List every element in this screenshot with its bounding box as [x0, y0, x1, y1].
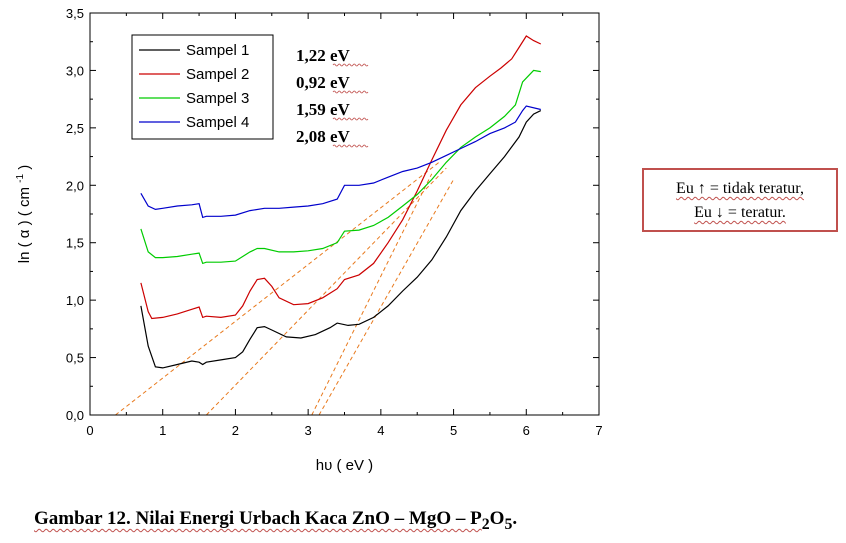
spellcheck-underline: [332, 144, 369, 148]
y-tick-label: 2,0: [66, 178, 84, 193]
fit-line-2: [205, 167, 447, 416]
series-line-sampel-1: [140, 110, 542, 369]
energy-label-sampel-3: 1,59 eV: [296, 100, 351, 119]
urbach-energy-chart: 0 1 2 3 4 5 6 7 0,0 0,5 1,0 1,5 2,0 2,5 3,0 3,5 hυ ( eV …: [15, 6, 603, 474]
series-line-sampel-3: [140, 69, 541, 265]
urbach-energy-note: Eu ↑ = tidak teratur, Eu ↓ = teratur.: [642, 168, 838, 232]
x-tick-label: 6: [523, 423, 530, 438]
legend-label-sampel-1: Sampel 1: [186, 42, 249, 59]
spellcheck-underline: [332, 117, 369, 121]
y-tick-label: 2,5: [66, 121, 84, 136]
energy-label-sampel-4: 2,08 eV: [296, 127, 351, 146]
series-line-sampel-4: [140, 105, 541, 219]
x-tick-label: 1: [159, 423, 166, 438]
figure-caption: Gambar 12. Nilai Energi Urbach Kaca ZnO …: [34, 508, 517, 534]
x-tick-label: 3: [305, 423, 312, 438]
y-tick-label: 0,5: [66, 351, 84, 366]
fit-lines: [115, 161, 455, 416]
x-tick-label: 4: [377, 423, 384, 438]
caption-sub-2: 5: [504, 515, 513, 533]
x-tick-label: 7: [595, 423, 602, 438]
x-tick-label: 5: [450, 423, 457, 438]
caption-mid: O: [489, 508, 505, 529]
axes: 0 1 2 3 4 5 6 7 0,0 0,5 1,0 1,5 2,0 2,5 3,0 3,5 hυ ( eV …: [15, 6, 603, 474]
y-tick-label: 3,5: [66, 6, 84, 21]
fit-line-4: [318, 179, 455, 416]
legend: Sampel 1 Sampel 2 Sampel 3 Sampel 4: [131, 34, 274, 140]
legend-label-sampel-2: Sampel 2: [186, 66, 249, 83]
y-axis-title: ln ( α ) ( cm -1 ): [15, 165, 33, 263]
series-lines: [140, 35, 542, 369]
spellcheck-underline: [332, 63, 369, 67]
y-tick-label: 0,0: [66, 408, 84, 423]
x-tick-label: 2: [232, 423, 239, 438]
energy-label-sampel-2: 0,92 eV: [296, 73, 351, 92]
x-axis-title: hυ ( eV ): [316, 457, 373, 474]
note-line-2: Eu ↓ = teratur.: [694, 204, 786, 221]
x-tick-label: 0: [86, 423, 93, 438]
energy-labels: 1,22 eV 0,92 eV 1,59 eV 2,08 eV: [296, 46, 369, 148]
y-tick-label: 1,5: [66, 236, 84, 251]
fit-line-1: [115, 161, 440, 416]
caption-end: .: [512, 508, 518, 529]
caption-sub-1: 2: [481, 515, 490, 533]
legend-label-sampel-4: Sampel 4: [186, 114, 249, 131]
fit-line-3: [311, 173, 433, 416]
spellcheck-underline: [332, 90, 369, 94]
y-tick-label: 3,0: [66, 63, 84, 78]
note-line-1: Eu ↑ = tidak teratur,: [676, 180, 804, 197]
series-line-sampel-2: [140, 35, 542, 320]
energy-label-sampel-1: 1,22 eV: [296, 46, 351, 65]
legend-label-sampel-3: Sampel 3: [186, 90, 249, 107]
caption-text: Gambar 12. Nilai Energi Urbach Kaca ZnO …: [34, 508, 482, 529]
y-tick-label: 1,0: [66, 293, 84, 308]
